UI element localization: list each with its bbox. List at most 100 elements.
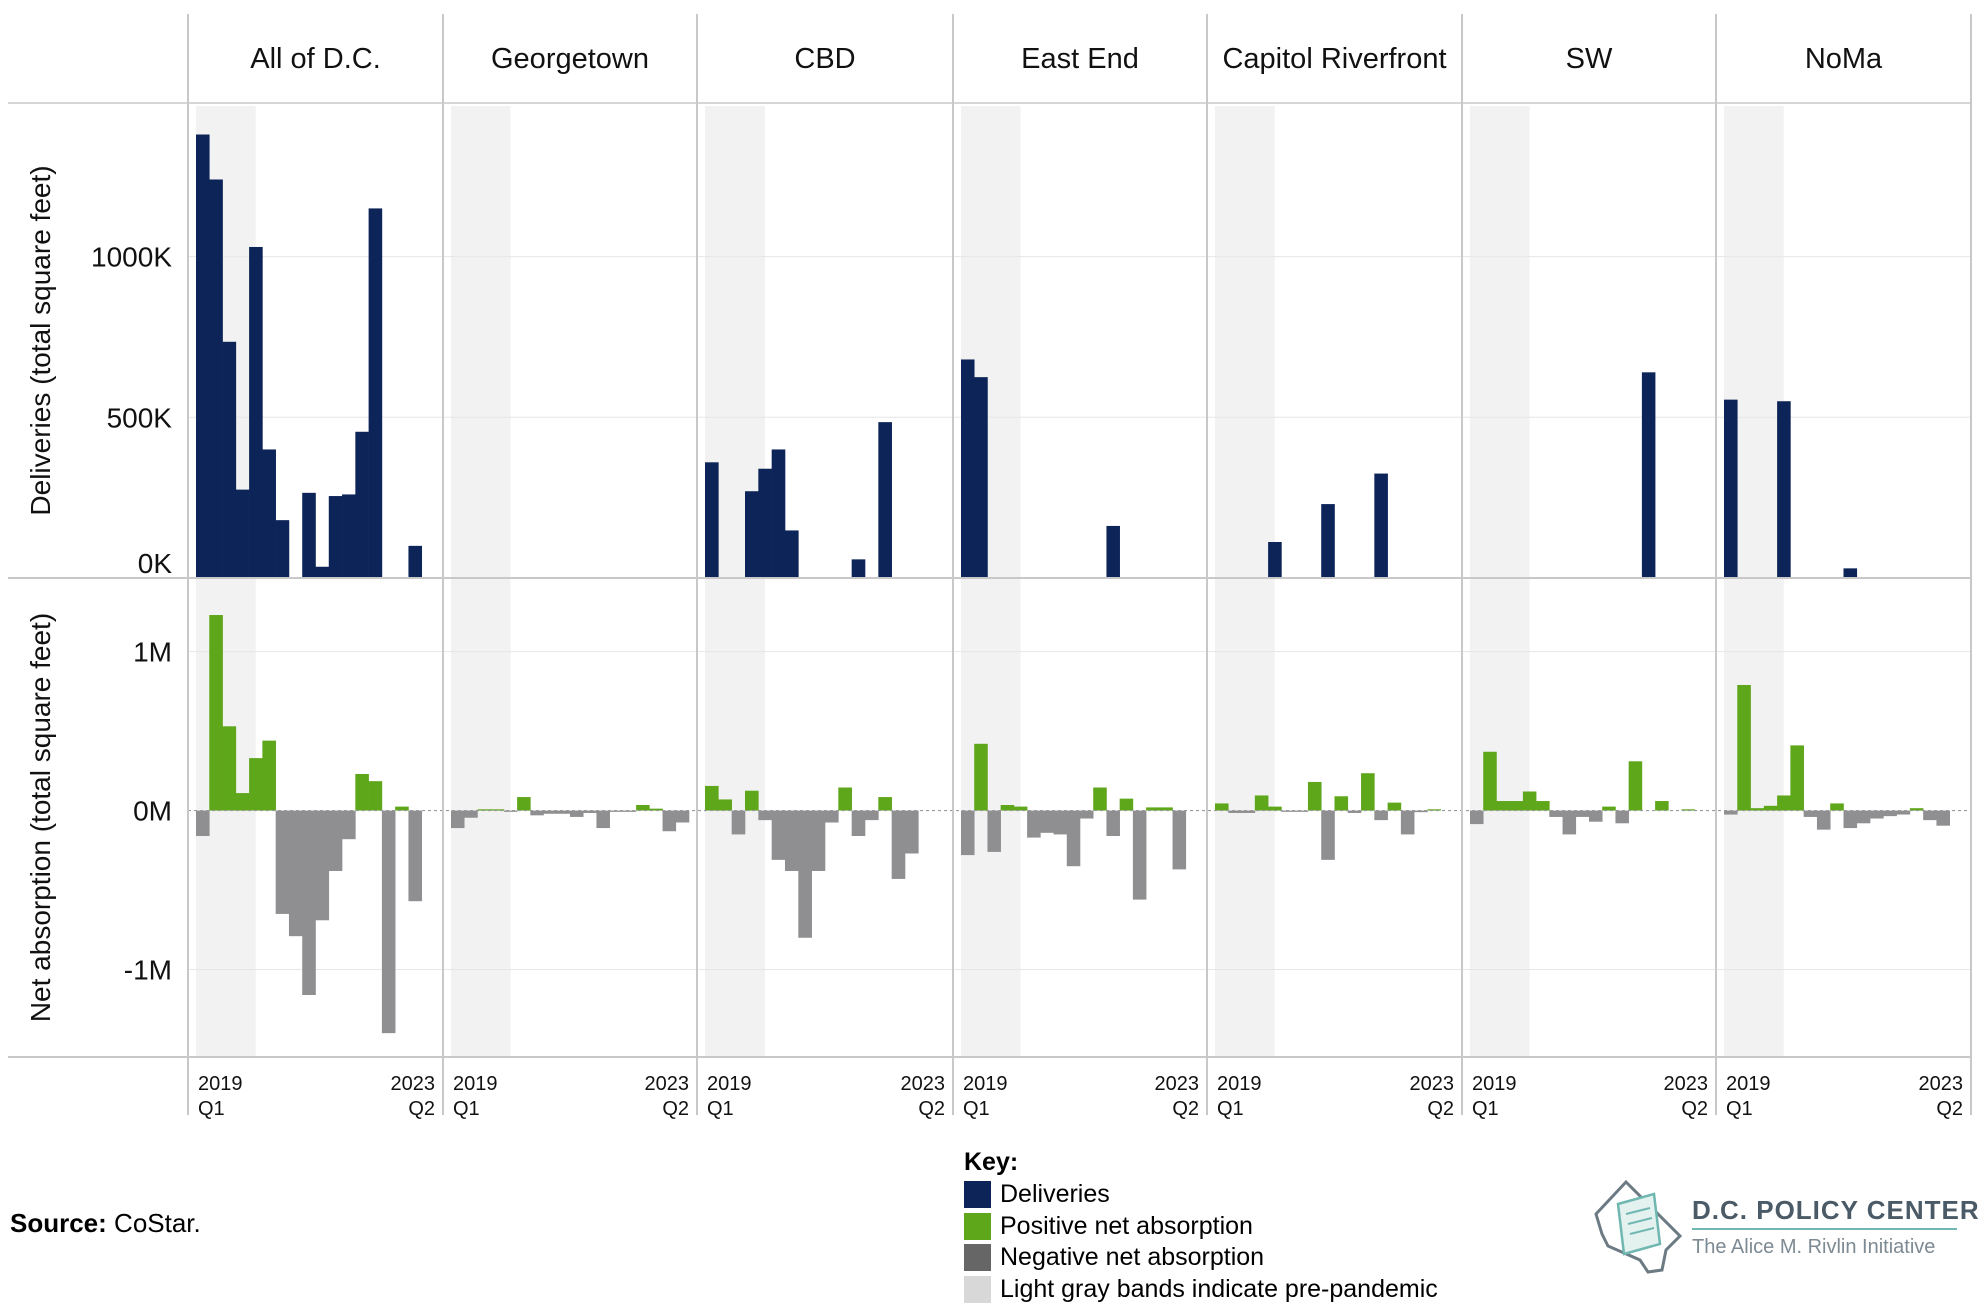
bar-deliveries [758,469,772,578]
x-tick-label-end-quarter: Q2 [1427,1098,1454,1120]
x-tick-label-start-quarter: Q1 [1217,1098,1244,1120]
panel-title: Georgetown [491,43,649,75]
bar-negative-absorption [276,811,290,914]
bar-deliveries [342,494,356,578]
x-tick-label-end-year: 2023 [901,1073,946,1095]
bar-positive-absorption [369,781,383,810]
bar-positive-absorption [1093,788,1107,811]
pre-pandemic-band [451,106,511,1057]
bar-positive-absorption [1014,807,1028,811]
legend: Key: Deliveries Positive net absorption … [964,1148,1438,1305]
logo-title: D.C. POLICY CENTER [1692,1195,1980,1226]
bar-deliveries [1844,568,1858,578]
bar-negative-absorption [329,811,343,871]
bar-negative-absorption [1470,811,1484,825]
bar-positive-absorption [1388,803,1402,811]
x-tick-label-end-quarter: Q2 [918,1098,945,1120]
bar-negative-absorption [1054,811,1068,835]
x-tick-label-start-quarter: Q1 [1472,1098,1499,1120]
legend-label-positive: Positive net absorption [1000,1212,1253,1241]
bar-negative-absorption [464,811,478,818]
bar-deliveries [785,530,799,578]
bar-deliveries [408,546,422,578]
pre-pandemic-band [1470,106,1530,1057]
bar-positive-absorption [1523,791,1537,810]
logo-subtitle: The Alice M. Rivlin Initiative [1692,1236,1935,1259]
bar-negative-absorption [1883,811,1897,817]
panel-title: NoMa [1805,43,1883,75]
bar-negative-absorption [961,811,975,856]
bar-deliveries [1777,401,1791,578]
bar-negative-absorption [772,811,786,860]
bar-negative-absorption [798,811,812,938]
bar-negative-absorption [289,811,303,937]
legend-title: Key: [964,1148,1438,1177]
x-tick-label-end-quarter: Q2 [662,1098,689,1120]
bar-negative-absorption [1615,811,1629,824]
x-tick-label-end-year: 2023 [391,1073,436,1095]
bar-positive-absorption [1737,685,1751,811]
panel-title: Capitol Riverfront [1222,43,1446,75]
bar-deliveries [1374,474,1388,578]
bar-positive-absorption [355,774,369,811]
bar-negative-absorption [530,811,544,816]
bar-negative-absorption [596,811,610,828]
bar-negative-absorption [504,811,518,812]
legend-swatch-positive [964,1213,991,1240]
bar-positive-absorption [517,797,531,811]
bar-deliveries [249,247,263,578]
bar-deliveries [1724,400,1738,578]
bar-negative-absorption [1923,811,1937,821]
bar-negative-absorption [196,811,210,836]
source-text: CoStar. [114,1208,201,1238]
pre-pandemic-band [705,106,765,1057]
bar-negative-absorption [1857,811,1871,824]
y-tick-label-absorption: 0M [133,796,172,827]
x-tick-label-start-year: 2019 [963,1073,1008,1095]
x-tick-label-start-quarter: Q1 [963,1098,990,1120]
bar-negative-absorption [382,811,396,1034]
bar-positive-absorption [1255,795,1269,810]
bar-deliveries [329,496,343,578]
legend-item-positive: Positive net absorption [964,1211,1438,1243]
bar-positive-absorption [705,786,719,811]
bar-positive-absorption [1001,805,1015,811]
bar-positive-absorption [1120,799,1134,811]
x-tick-label-start-year: 2019 [707,1073,752,1095]
legend-swatch-band [964,1276,991,1303]
y-tick-label-deliveries: 500K [107,402,173,433]
x-tick-label-end-quarter: Q2 [1681,1098,1708,1120]
bar-positive-absorption [745,791,759,811]
bar-positive-absorption [1629,761,1643,810]
bar-negative-absorption [905,811,919,854]
y-tick-label-absorption: 1M [133,637,172,668]
x-tick-label-start-year: 2019 [1472,1073,1517,1095]
bar-negative-absorption [1401,811,1415,835]
x-tick-label-start-year: 2019 [1726,1073,1771,1095]
bar-deliveries [745,491,759,578]
bar-positive-absorption [1496,801,1510,811]
bar-deliveries [878,422,892,578]
dc-map-icon [1588,1174,1688,1284]
bar-positive-absorption [1335,796,1349,810]
bar-negative-absorption [852,811,866,836]
y-tick-label-deliveries: 0K [138,548,173,579]
x-tick-label-end-year: 2023 [1664,1073,1709,1095]
bar-negative-absorption [1870,811,1884,819]
bar-deliveries [209,179,223,578]
y-tick-label-deliveries: 1000K [91,242,172,273]
pre-pandemic-band [961,106,1021,1057]
bar-positive-absorption [1764,806,1778,811]
panel-title: All of D.C. [250,43,381,75]
bar-negative-absorption [1844,811,1858,828]
bar-negative-absorption [1576,811,1590,817]
bar-positive-absorption [1790,745,1804,810]
bar-negative-absorption [1374,811,1388,821]
bar-negative-absorption [1106,811,1120,836]
bar-deliveries [961,359,975,578]
bar-negative-absorption [865,811,879,821]
bar-positive-absorption [249,758,263,810]
bar-negative-absorption [785,811,799,871]
x-tick-label-start-year: 2019 [1217,1073,1262,1095]
x-tick-label-end-quarter: Q2 [1172,1098,1199,1120]
